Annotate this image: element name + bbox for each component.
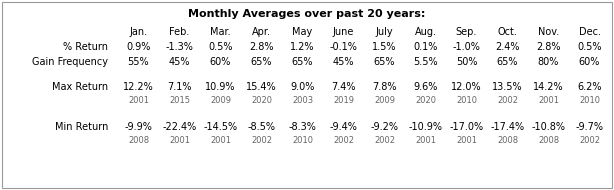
Text: Min Return: Min Return (55, 122, 108, 132)
Text: 2008: 2008 (128, 136, 149, 145)
Text: 2009: 2009 (374, 96, 395, 105)
Text: 0.5%: 0.5% (208, 42, 233, 52)
Text: 13.5%: 13.5% (492, 82, 523, 92)
Text: July: July (376, 27, 394, 37)
Text: 9.0%: 9.0% (290, 82, 315, 92)
Text: June: June (333, 27, 354, 37)
Text: -14.5%: -14.5% (203, 122, 238, 132)
Text: 0.1%: 0.1% (413, 42, 438, 52)
Text: 45%: 45% (333, 57, 354, 67)
Text: -9.4%: -9.4% (330, 122, 357, 132)
Text: -9.9%: -9.9% (125, 122, 152, 132)
Text: 12.2%: 12.2% (123, 82, 154, 92)
Text: 6.2%: 6.2% (577, 82, 602, 92)
Text: 65%: 65% (374, 57, 395, 67)
Text: 2002: 2002 (333, 136, 354, 145)
Text: -8.5%: -8.5% (247, 122, 276, 132)
Text: 2002: 2002 (497, 96, 518, 105)
Text: Jan.: Jan. (130, 27, 147, 37)
Text: 2010: 2010 (292, 136, 313, 145)
Text: 2001: 2001 (169, 136, 190, 145)
Text: Nov.: Nov. (538, 27, 559, 37)
Text: Apr.: Apr. (252, 27, 271, 37)
Text: -22.4%: -22.4% (162, 122, 196, 132)
Text: Sep.: Sep. (456, 27, 477, 37)
Text: 1.2%: 1.2% (290, 42, 315, 52)
Text: 50%: 50% (456, 57, 477, 67)
Text: 65%: 65% (497, 57, 518, 67)
Text: 2001: 2001 (210, 136, 231, 145)
Text: 2002: 2002 (374, 136, 395, 145)
Text: -10.9%: -10.9% (408, 122, 443, 132)
Text: Mar.: Mar. (210, 27, 231, 37)
Text: 5.5%: 5.5% (413, 57, 438, 67)
Text: 2019: 2019 (333, 96, 354, 105)
Text: 55%: 55% (128, 57, 149, 67)
Text: % Return: % Return (63, 42, 108, 52)
Text: 65%: 65% (292, 57, 313, 67)
Text: 15.4%: 15.4% (246, 82, 277, 92)
Text: 1.5%: 1.5% (372, 42, 397, 52)
Text: 2020: 2020 (415, 96, 436, 105)
Text: 2010: 2010 (456, 96, 477, 105)
Text: 65%: 65% (251, 57, 272, 67)
Text: 2008: 2008 (497, 136, 518, 145)
Text: 80%: 80% (538, 57, 559, 67)
Text: -0.1%: -0.1% (330, 42, 357, 52)
Text: Monthly Averages over past 20 years:: Monthly Averages over past 20 years: (188, 9, 426, 19)
Text: -9.7%: -9.7% (575, 122, 604, 132)
Text: Dec.: Dec. (578, 27, 600, 37)
Text: 9.6%: 9.6% (413, 82, 438, 92)
Text: 14.2%: 14.2% (533, 82, 564, 92)
Text: 60%: 60% (210, 57, 231, 67)
Text: 2020: 2020 (251, 96, 272, 105)
Text: Max Return: Max Return (52, 82, 108, 92)
Text: 2003: 2003 (292, 96, 313, 105)
Text: 2.8%: 2.8% (249, 42, 274, 52)
Text: 2010: 2010 (579, 96, 600, 105)
Text: 7.1%: 7.1% (167, 82, 192, 92)
Text: 2002: 2002 (251, 136, 272, 145)
Text: Aug.: Aug. (414, 27, 437, 37)
Text: -17.0%: -17.0% (449, 122, 484, 132)
Text: Gain Frequency: Gain Frequency (32, 57, 108, 67)
Text: 2001: 2001 (415, 136, 436, 145)
Text: -17.4%: -17.4% (491, 122, 524, 132)
Text: 2008: 2008 (538, 136, 559, 145)
Text: 10.9%: 10.9% (205, 82, 236, 92)
Text: 2001: 2001 (128, 96, 149, 105)
Text: 2.4%: 2.4% (495, 42, 519, 52)
Text: -9.2%: -9.2% (370, 122, 398, 132)
Text: 2001: 2001 (456, 136, 477, 145)
Text: 0.5%: 0.5% (577, 42, 602, 52)
Text: -1.0%: -1.0% (453, 42, 480, 52)
Text: 12.0%: 12.0% (451, 82, 482, 92)
Text: 7.4%: 7.4% (331, 82, 356, 92)
Text: 7.8%: 7.8% (372, 82, 397, 92)
Text: 2002: 2002 (579, 136, 600, 145)
Text: May: May (292, 27, 313, 37)
Text: 2.8%: 2.8% (536, 42, 561, 52)
Text: -1.3%: -1.3% (166, 42, 193, 52)
Text: 0.9%: 0.9% (126, 42, 150, 52)
Text: 2001: 2001 (538, 96, 559, 105)
Text: -8.3%: -8.3% (289, 122, 316, 132)
Text: 2009: 2009 (210, 96, 231, 105)
Text: -10.8%: -10.8% (532, 122, 565, 132)
Text: 2015: 2015 (169, 96, 190, 105)
Text: 45%: 45% (169, 57, 190, 67)
Text: Feb.: Feb. (169, 27, 190, 37)
Text: 60%: 60% (579, 57, 600, 67)
Text: Oct.: Oct. (497, 27, 518, 37)
